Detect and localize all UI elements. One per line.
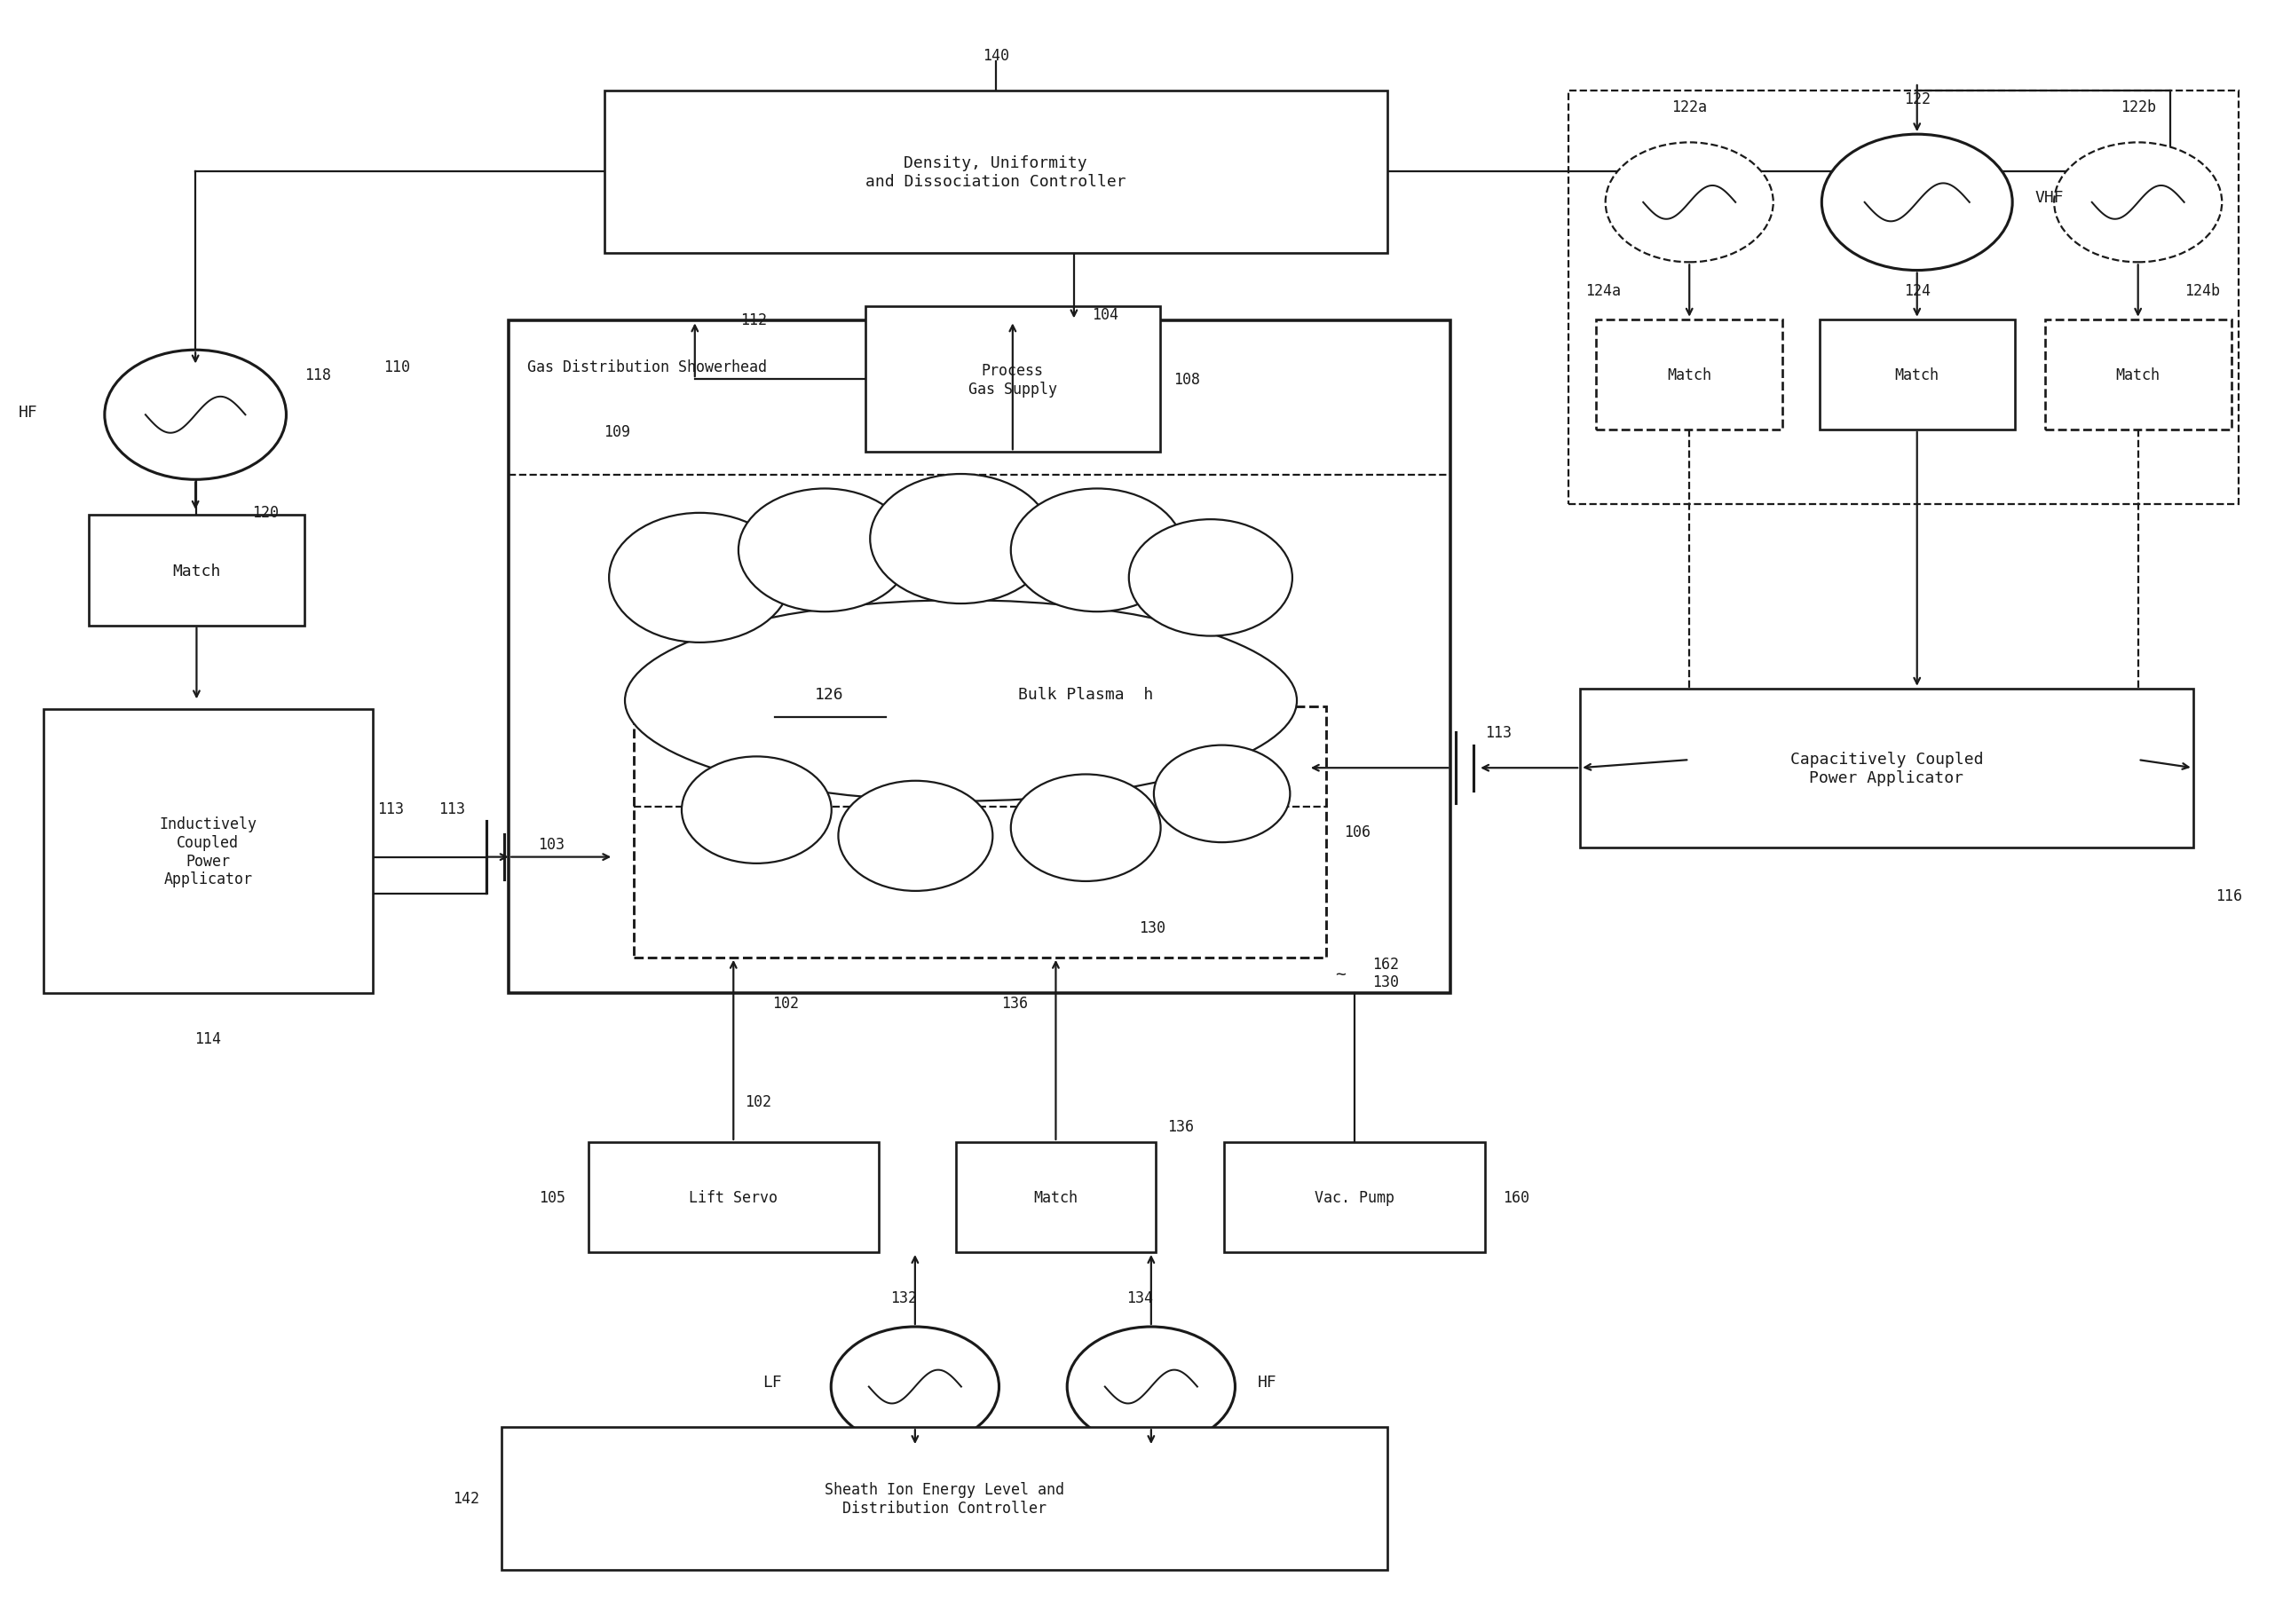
Text: Match: Match xyxy=(1033,1189,1078,1205)
Circle shape xyxy=(1822,135,2013,271)
Text: 113: 113 xyxy=(1486,724,1511,741)
Circle shape xyxy=(1153,745,1290,843)
Circle shape xyxy=(105,351,287,481)
Circle shape xyxy=(2054,143,2223,263)
Text: Density, Uniformity
and Dissociation Controller: Density, Uniformity and Dissociation Con… xyxy=(864,156,1126,190)
Bar xyxy=(956,1142,1156,1252)
Text: Process
Gas Supply: Process Gas Supply xyxy=(969,362,1058,396)
Text: 122b: 122b xyxy=(2120,99,2157,115)
Circle shape xyxy=(830,1327,999,1447)
Bar xyxy=(89,516,305,625)
Circle shape xyxy=(869,474,1051,604)
Text: Match: Match xyxy=(1668,367,1711,383)
Bar xyxy=(605,91,1388,253)
Text: 109: 109 xyxy=(605,424,630,440)
Text: 124: 124 xyxy=(1904,283,1931,299)
Text: 136: 136 xyxy=(1001,996,1028,1012)
Text: 102: 102 xyxy=(744,1095,771,1109)
Text: 103: 103 xyxy=(539,836,564,853)
Bar xyxy=(864,307,1160,453)
Circle shape xyxy=(1128,520,1292,637)
Bar xyxy=(510,322,1451,994)
Circle shape xyxy=(739,489,910,612)
Text: 122a: 122a xyxy=(1672,99,1706,115)
Text: 132: 132 xyxy=(890,1289,917,1306)
Text: 112: 112 xyxy=(739,312,767,328)
Text: 130: 130 xyxy=(1140,919,1165,935)
Text: Gas Distribution Showerhead: Gas Distribution Showerhead xyxy=(528,359,767,375)
Text: Match: Match xyxy=(2116,367,2161,383)
Circle shape xyxy=(1606,143,1772,263)
Bar xyxy=(1570,91,2239,505)
Text: Inductively
Coupled
Power
Applicator: Inductively Coupled Power Applicator xyxy=(159,815,257,887)
Bar xyxy=(632,706,1326,958)
Text: 160: 160 xyxy=(1504,1189,1529,1205)
Text: 106: 106 xyxy=(1345,825,1372,840)
Text: 110: 110 xyxy=(384,359,410,375)
Text: 124a: 124a xyxy=(1586,283,1620,299)
Text: 130: 130 xyxy=(1372,974,1399,991)
Bar xyxy=(2045,320,2232,430)
Text: Capacitively Coupled
Power Applicator: Capacitively Coupled Power Applicator xyxy=(1790,750,1984,786)
Text: LF: LF xyxy=(762,1374,783,1390)
Circle shape xyxy=(1010,489,1183,612)
Text: 120: 120 xyxy=(253,505,280,520)
Circle shape xyxy=(837,781,992,892)
Text: 124b: 124b xyxy=(2184,283,2220,299)
Text: 108: 108 xyxy=(1174,372,1201,388)
Circle shape xyxy=(610,513,792,643)
Text: Match: Match xyxy=(173,564,221,578)
Bar xyxy=(43,710,373,994)
Text: 140: 140 xyxy=(983,49,1008,63)
Text: Match: Match xyxy=(1895,367,1938,383)
Text: 142: 142 xyxy=(453,1491,480,1507)
Text: 162: 162 xyxy=(1372,957,1399,973)
Text: 113: 113 xyxy=(378,801,403,817)
Ellipse shape xyxy=(626,601,1297,801)
Text: 118: 118 xyxy=(305,367,332,383)
Text: 113: 113 xyxy=(439,801,466,817)
Text: Bulk Plasma  h: Bulk Plasma h xyxy=(1019,687,1153,703)
Text: 116: 116 xyxy=(2216,888,2243,905)
Circle shape xyxy=(1067,1327,1235,1447)
Text: VHF: VHF xyxy=(2036,190,2063,206)
Bar xyxy=(1224,1142,1486,1252)
Text: 104: 104 xyxy=(1092,307,1119,323)
Bar xyxy=(1581,689,2193,848)
Text: HF: HF xyxy=(1258,1374,1276,1390)
Bar xyxy=(1820,320,2016,430)
Text: Vac. Pump: Vac. Pump xyxy=(1315,1189,1395,1205)
Text: HF: HF xyxy=(18,404,39,421)
Circle shape xyxy=(1010,775,1160,882)
Text: 134: 134 xyxy=(1126,1289,1153,1306)
Text: ~: ~ xyxy=(1335,966,1347,983)
Text: 126: 126 xyxy=(814,687,844,703)
Text: 102: 102 xyxy=(774,996,799,1012)
Bar xyxy=(589,1142,878,1252)
Bar xyxy=(1597,320,1781,430)
Text: 114: 114 xyxy=(196,1031,221,1046)
Text: Lift Servo: Lift Servo xyxy=(689,1189,778,1205)
Bar xyxy=(503,1427,1388,1570)
Circle shape xyxy=(682,757,830,864)
Text: Sheath Ion Energy Level and
Distribution Controller: Sheath Ion Energy Level and Distribution… xyxy=(826,1481,1065,1515)
Text: 136: 136 xyxy=(1167,1117,1194,1134)
Text: 122: 122 xyxy=(1904,91,1931,107)
Text: 105: 105 xyxy=(539,1189,566,1205)
